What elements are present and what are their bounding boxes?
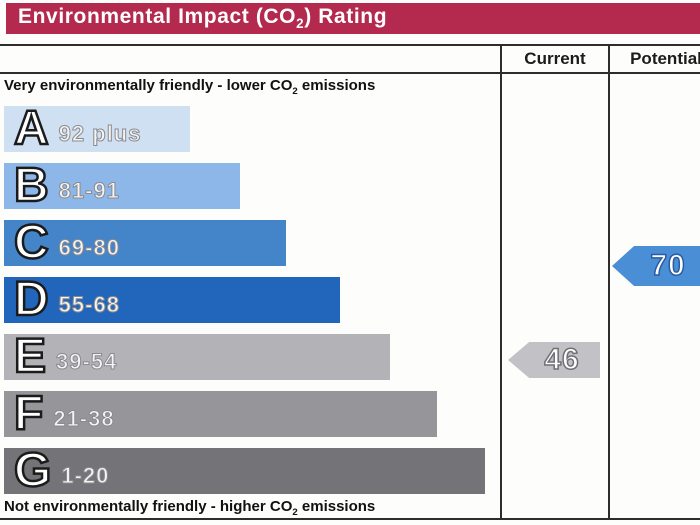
band-g-letter: G: [13, 444, 53, 497]
band-c: C 69-80: [4, 216, 286, 269]
potential-column-divider: [608, 44, 610, 520]
band-d: D 55-68: [4, 273, 340, 326]
band-a: A 92 plus: [4, 102, 190, 155]
band-g-range: 1-20: [61, 463, 110, 489]
band-g: G 1-20: [4, 444, 485, 497]
chart-title-bar: Environmental Impact (CO2) Rating: [6, 3, 700, 34]
bottom-note: Not environmentally friendly - higher CO…: [4, 498, 376, 518]
band-b-letter: B: [13, 159, 50, 212]
band-e: E 39-54: [4, 330, 390, 383]
band-d-range: 55-68: [58, 292, 120, 318]
current-rating-value: 46: [544, 342, 580, 377]
top-note: Very environmentally friendly - lower CO…: [4, 77, 376, 97]
column-header-potential: Potential: [630, 49, 700, 68]
band-c-letter: C: [13, 216, 50, 269]
header-row-divider: [0, 72, 700, 74]
band-f-letter: F: [13, 387, 45, 440]
current-column-divider: [500, 44, 502, 520]
potential-rating-arrow: 70: [612, 246, 700, 286]
band-b: B 81-91: [4, 159, 240, 212]
band-a-letter: A: [13, 102, 50, 155]
band-f: F 21-38: [4, 387, 437, 440]
band-d-letter: D: [13, 273, 50, 326]
column-header-current: Current: [524, 49, 586, 68]
band-e-range: 39-54: [56, 349, 118, 375]
band-f-range: 21-38: [53, 406, 115, 432]
band-b-range: 81-91: [58, 178, 120, 204]
page-title: Environmental Impact (CO2) Rating: [18, 5, 388, 32]
potential-rating-value: 70: [650, 248, 686, 283]
current-rating-arrow: 46: [508, 342, 600, 378]
band-a-range: 92 plus: [58, 121, 142, 147]
table-border-bottom: [0, 518, 700, 520]
band-c-range: 69-80: [58, 235, 120, 261]
band-e-letter: E: [13, 330, 48, 383]
table-border-top: [0, 44, 700, 46]
